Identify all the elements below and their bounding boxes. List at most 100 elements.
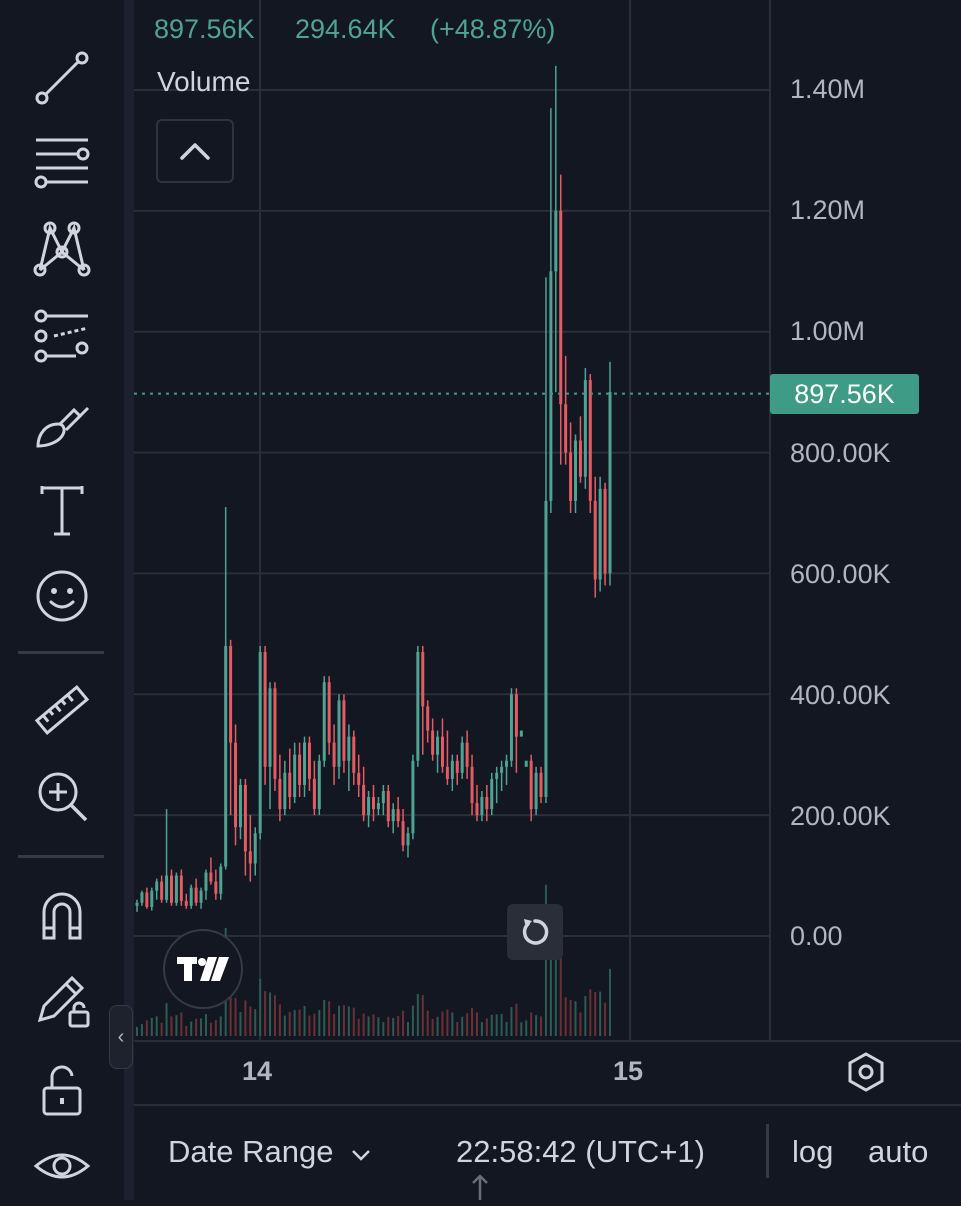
volume-bar [200,1018,203,1036]
zoom-in-tool[interactable] [18,756,106,836]
toolbar-divider [18,651,104,654]
volume-bar [480,1022,483,1036]
volume-bar [594,992,597,1036]
candle-body [578,440,582,477]
volume-bar [165,1003,168,1036]
emoji-tool[interactable] [18,556,106,636]
hide-drawings-tool[interactable] [18,1126,106,1206]
volume-bar [485,1018,488,1036]
candle-body [574,440,578,501]
candle-body [549,271,553,501]
volume-bar [466,1013,469,1036]
scroll-up-arrow-icon[interactable] [470,1172,490,1200]
candle-body [184,900,188,906]
trend-line-tool[interactable] [18,38,106,118]
zoom-in-icon [38,772,88,822]
pencil-lock-icon [37,975,90,1028]
timezone-clock[interactable]: 22:58:42 (UTC+1) [456,1134,705,1169]
candle-body [559,210,563,405]
lock-all-tool[interactable] [18,1050,106,1130]
log-scale-toggle[interactable]: log [792,1134,834,1169]
candle-body [293,754,297,798]
candle-body [347,736,351,761]
volume-bar [609,968,611,1036]
ruler-icon [34,685,90,735]
candle-body [500,766,504,773]
candle-body [440,736,444,767]
candle-body [539,772,543,798]
volume-bar [367,1016,370,1036]
trend-line-icon [35,51,89,105]
lock-drawings-tool[interactable] [18,960,106,1040]
candle-body [470,766,474,804]
volume-bar [254,1009,257,1036]
chart-settings-icon[interactable] [842,1048,890,1096]
volume-bar [446,1009,449,1036]
candle-body [362,784,366,816]
price-label: 1.00M [790,316,866,346]
volume-bar [431,1018,434,1036]
candle-body [421,651,425,707]
volume-bar [219,1016,222,1036]
volume-bar [333,1014,336,1036]
candle-body [327,682,331,743]
candle-body [554,210,558,272]
candle-body [258,651,262,834]
candle-body [480,797,484,816]
volume-bar [569,1000,572,1036]
volume-bar [554,943,557,1036]
date-range-button[interactable]: Date Range [168,1134,372,1170]
candle-body [135,902,139,906]
fib-retracement-tool[interactable] [18,122,106,202]
collapse-toolbar-button[interactable]: ‹ [109,1005,133,1069]
auto-scale-toggle[interactable]: auto [868,1134,929,1169]
price-label: 200.00K [790,801,891,831]
candle-body [253,833,257,864]
candle-body [317,760,321,810]
volume-bar [456,1022,459,1036]
price-label: 0.00 [790,921,843,951]
candle-body [396,809,400,822]
volume-bar [530,1012,533,1036]
candle-body [514,694,518,737]
tradingview-logo-icon [177,957,229,981]
volume-bar [451,1012,454,1036]
volume-bar [475,1012,478,1036]
volume-bar [604,1002,607,1036]
magnet-tool[interactable] [18,874,106,954]
candle-body [598,488,602,580]
volume-bar [426,1010,429,1036]
volume-bar [293,1010,296,1036]
volume-bar [520,1022,523,1036]
volume-bar [278,1004,281,1036]
candle-body [268,688,272,767]
text-tool[interactable] [18,470,106,550]
candle-body [569,452,573,501]
candle-body [219,866,223,894]
chevron-left-icon: ‹ [117,1025,125,1048]
collapse-legend-button[interactable] [156,119,234,183]
candle-body [509,694,513,761]
forecast-tool[interactable] [18,296,106,376]
volume-bar [249,1006,252,1036]
measure-tool[interactable] [18,670,106,750]
forecasting-icon [34,309,89,363]
bottom-divider [766,1124,769,1178]
volume-bar [564,997,567,1036]
volume-bar [283,1015,286,1036]
volume-bar [357,1018,360,1036]
volume-bar [273,995,276,1036]
candle-body [544,500,548,798]
volume-bar [397,1016,400,1036]
volume-bar [318,1010,321,1036]
tradingview-logo[interactable] [163,929,243,1009]
candle-body [165,875,169,900]
price-label: 600.00K [790,559,891,589]
pattern-tool[interactable] [18,208,106,288]
brush-tool[interactable] [18,384,106,464]
time-scale[interactable] [134,1040,961,1106]
candle-body [352,736,356,773]
candle-body [406,833,410,846]
reset-chart-button[interactable] [507,904,563,960]
